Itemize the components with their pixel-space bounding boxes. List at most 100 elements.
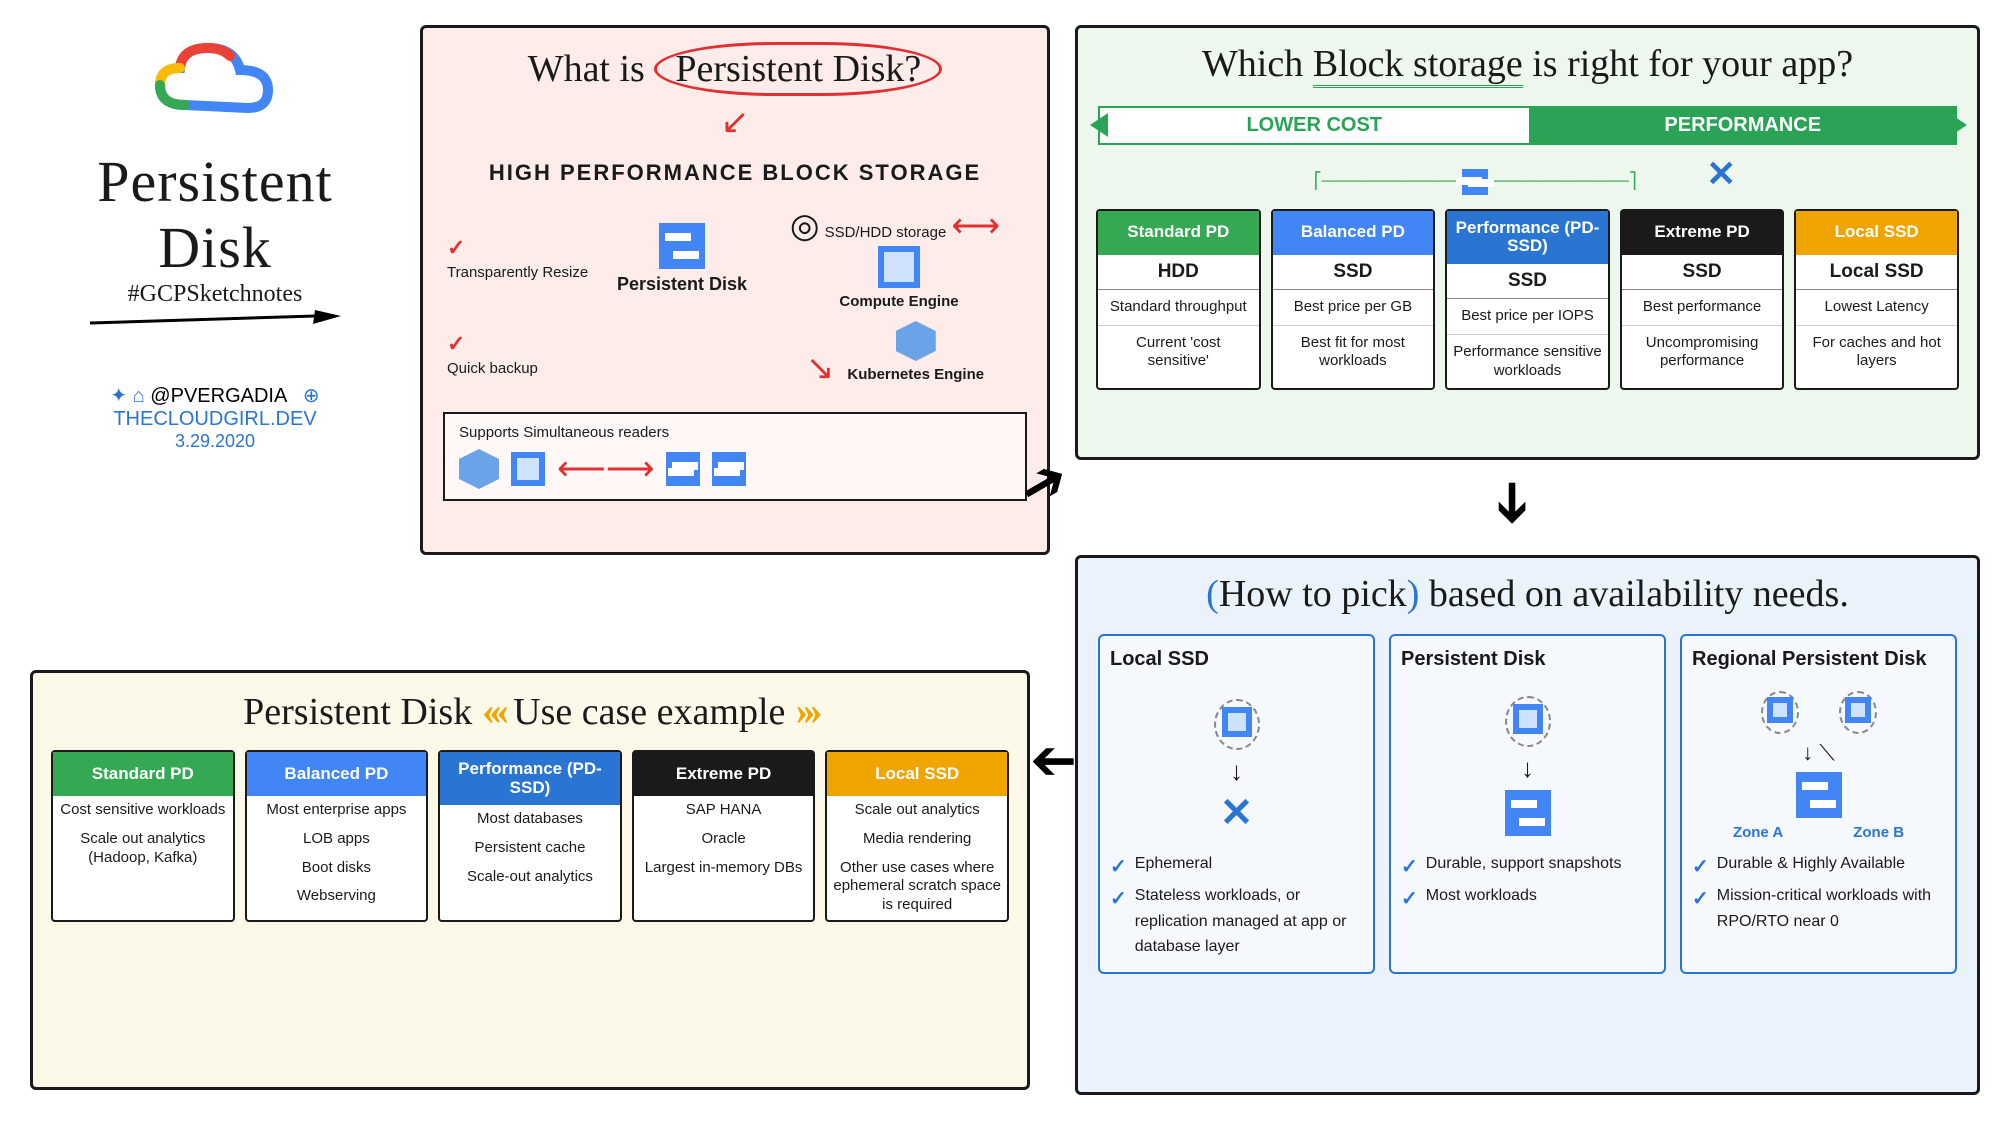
panel-availability: (How to pick) based on availability need… (1075, 555, 1980, 1095)
card-type: HDD (1098, 255, 1259, 290)
card-line: Media rendering (827, 825, 1007, 854)
card-line: Other use cases where ephemeral scratch … (827, 854, 1007, 920)
card-line: Most databases (440, 805, 620, 834)
avail-point: ✓Stateless workloads, or replication man… (1110, 883, 1363, 960)
connector-arrow-icon: ➔ (1480, 480, 1546, 527)
card-line: LOB apps (247, 825, 427, 854)
spectrum-performance: PERFORMANCE (1529, 106, 1958, 145)
avail-point: ✓Durable, support snapshots (1401, 851, 1654, 883)
compute-engine-icon (878, 246, 920, 288)
cpu-icon (511, 452, 545, 486)
spectrum-lower-cost: LOWER COST (1098, 106, 1529, 145)
card-header: Standard PD (1098, 211, 1259, 255)
storage-card: Performance (PD-SSD)SSDBest price per IO… (1445, 209, 1610, 391)
card-header: Performance (PD-SSD) (440, 752, 620, 805)
avail-points: ✓Ephemeral✓Stateless workloads, or repli… (1110, 851, 1363, 960)
availability-box: Persistent Disk ↓✓Durable, support snapsh… (1389, 634, 1666, 974)
panel-use-case: Persistent Disk ‹‹‹ Use case example ›››… (30, 670, 1030, 1090)
hdd-icon: ◎ (790, 207, 820, 245)
credits: ✦ ⌂ @PVERGADIA ⊕ THECLOUDGIRL.DEV 3.29.2… (30, 383, 400, 452)
pd-small-icon (666, 452, 700, 486)
avail-diagram: ↓ ⟍Zone AZone B (1692, 681, 1945, 851)
hashtag: #GCPSketchnotes (30, 281, 400, 308)
ssd-bracket-icon: ✕ (1701, 154, 1741, 194)
whatis-subhead: HIGH PERFORMANCE BLOCK STORAGE (423, 160, 1047, 186)
card-header: Performance (PD-SSD) (1447, 211, 1608, 264)
card-line: Best price per GB (1273, 290, 1434, 326)
card-line: Best price per IOPS (1447, 299, 1608, 335)
card-line: For caches and hot layers (1796, 326, 1957, 380)
circled-term: Persistent Disk? (654, 42, 942, 96)
usecase-cards-row: Standard PDCost sensitive workloadsScale… (33, 740, 1027, 932)
page-title-2: Disk (30, 219, 400, 277)
panel-what-is: What is Persistent Disk? ↙ HIGH PERFORMA… (420, 25, 1050, 555)
card-header: Local SSD (1796, 211, 1957, 255)
card-header: Extreme PD (634, 752, 814, 796)
ssdhdd-label: SSD/HDD storage (825, 224, 947, 241)
card-line: Standard throughput (1098, 290, 1259, 326)
avail-diagram: ↓✕ (1110, 681, 1363, 851)
site-link: THECLOUDGIRL.DEV (113, 408, 316, 430)
chevron-left-icon: ‹‹‹ (482, 688, 504, 733)
availability-box: Local SSD↓✕✓Ephemeral✓Stateless workload… (1098, 634, 1375, 974)
avail-diagram: ↓ (1401, 681, 1654, 851)
date: 3.29.2020 (30, 431, 400, 452)
card-type: SSD (1622, 255, 1783, 290)
card-line: Performance sensitive workloads (1447, 335, 1608, 389)
card-line: Scale out analytics (827, 796, 1007, 825)
usecase-title: Persistent Disk ‹‹‹ Use case example ››› (33, 673, 1027, 740)
card-header: Balanced PD (1273, 211, 1434, 255)
avail-point: ✓Most workloads (1401, 883, 1654, 915)
page-title-1: Persistent (30, 153, 400, 211)
feat-resize: ✓Transparently Resize (447, 235, 597, 282)
card-type: SSD (1447, 264, 1608, 299)
card-line: Largest in-memory DBs (634, 854, 814, 883)
which-title: Which Block storage is right for your ap… (1078, 28, 1977, 92)
arrow-icon (85, 308, 345, 338)
gcp-cloud-icon (140, 30, 290, 145)
pd-bracket-icon (1462, 169, 1488, 195)
panel-which-storage: Which Block storage is right for your ap… (1075, 25, 1980, 460)
avail-title: (How to pick) based on availability need… (1078, 558, 1977, 622)
usecase-card: Extreme PDSAP HANAOracleLargest in-memor… (632, 750, 816, 922)
card-line: Scale-out analytics (440, 863, 620, 892)
card-line: Best performance (1622, 290, 1783, 326)
readers-box: Supports Simultaneous readers ⟵⟶ (443, 412, 1027, 501)
card-type: Local SSD (1796, 255, 1957, 290)
storage-card: Extreme PDSSDBest performanceUncompromis… (1620, 209, 1785, 391)
storage-card: Standard PDHDDStandard throughputCurrent… (1096, 209, 1261, 391)
card-line: SAP HANA (634, 796, 814, 825)
avail-box-title: Regional Persistent Disk (1692, 648, 1945, 671)
card-line: Current 'cost sensitive' (1098, 326, 1259, 380)
availability-box: Regional Persistent Disk↓ ⟍Zone AZone B✓… (1680, 634, 1957, 974)
which-cards-row: Standard PDHDDStandard throughputCurrent… (1078, 199, 1977, 401)
availability-row: Local SSD↓✕✓Ephemeral✓Stateless workload… (1078, 622, 1977, 986)
card-line: Persistent cache (440, 834, 620, 863)
pd-label: Persistent Disk (607, 274, 757, 295)
avail-point: ✓Ephemeral (1110, 851, 1363, 883)
usecase-card: Standard PDCost sensitive workloadsScale… (51, 750, 235, 922)
card-line: Oracle (634, 825, 814, 854)
card-header: Local SSD (827, 752, 1007, 796)
usecase-card: Balanced PDMost enterprise appsLOB appsB… (245, 750, 429, 922)
card-line: Boot disks (247, 854, 427, 883)
storage-card: Local SSDLocal SSDLowest LatencyFor cach… (1794, 209, 1959, 391)
connector-arrow-icon: ➔ (1030, 730, 1077, 796)
card-line: Best fit for most workloads (1273, 326, 1434, 380)
avail-box-title: Persistent Disk (1401, 648, 1654, 671)
card-line: Most enterprise apps (247, 796, 427, 825)
avail-point: ✓Mission-critical workloads with RPO/RTO… (1692, 883, 1945, 934)
avail-point: ✓Durable & Highly Available (1692, 851, 1945, 883)
cost-performance-spectrum: LOWER COST PERFORMANCE (1098, 104, 1957, 146)
feat-backup: ✓Quick backup (447, 331, 597, 378)
bidir-arrow-icon: ⟵⟶ (557, 449, 654, 489)
title-block: Persistent Disk #GCPSketchnotes ✦ ⌂ @PVE… (30, 30, 400, 452)
storage-card: Balanced PDSSDBest price per GBBest fit … (1271, 209, 1436, 391)
card-line: Lowest Latency (1796, 290, 1957, 326)
usecase-card: Local SSDScale out analyticsMedia render… (825, 750, 1009, 922)
avail-points: ✓Durable, support snapshots✓Most workloa… (1401, 851, 1654, 915)
arrow-down-icon: ↙ (721, 103, 750, 141)
card-line: Scale out analytics (Hadoop, Kafka) (53, 825, 233, 873)
gke-icon (459, 449, 499, 489)
card-type: SSD (1273, 255, 1434, 290)
